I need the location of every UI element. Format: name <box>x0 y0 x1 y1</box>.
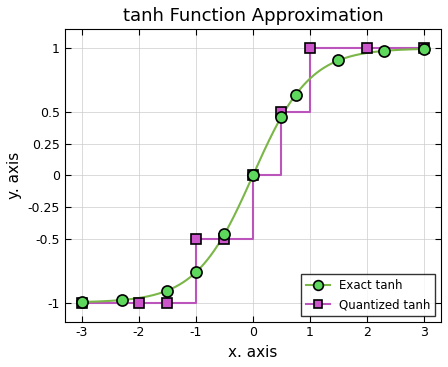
Legend: Exact tanh, Quantized tanh: Exact tanh, Quantized tanh <box>301 275 435 316</box>
Title: tanh Function Approximation: tanh Function Approximation <box>123 7 383 25</box>
Y-axis label: y. axis: y. axis <box>7 152 22 199</box>
X-axis label: x. axis: x. axis <box>228 345 278 360</box>
